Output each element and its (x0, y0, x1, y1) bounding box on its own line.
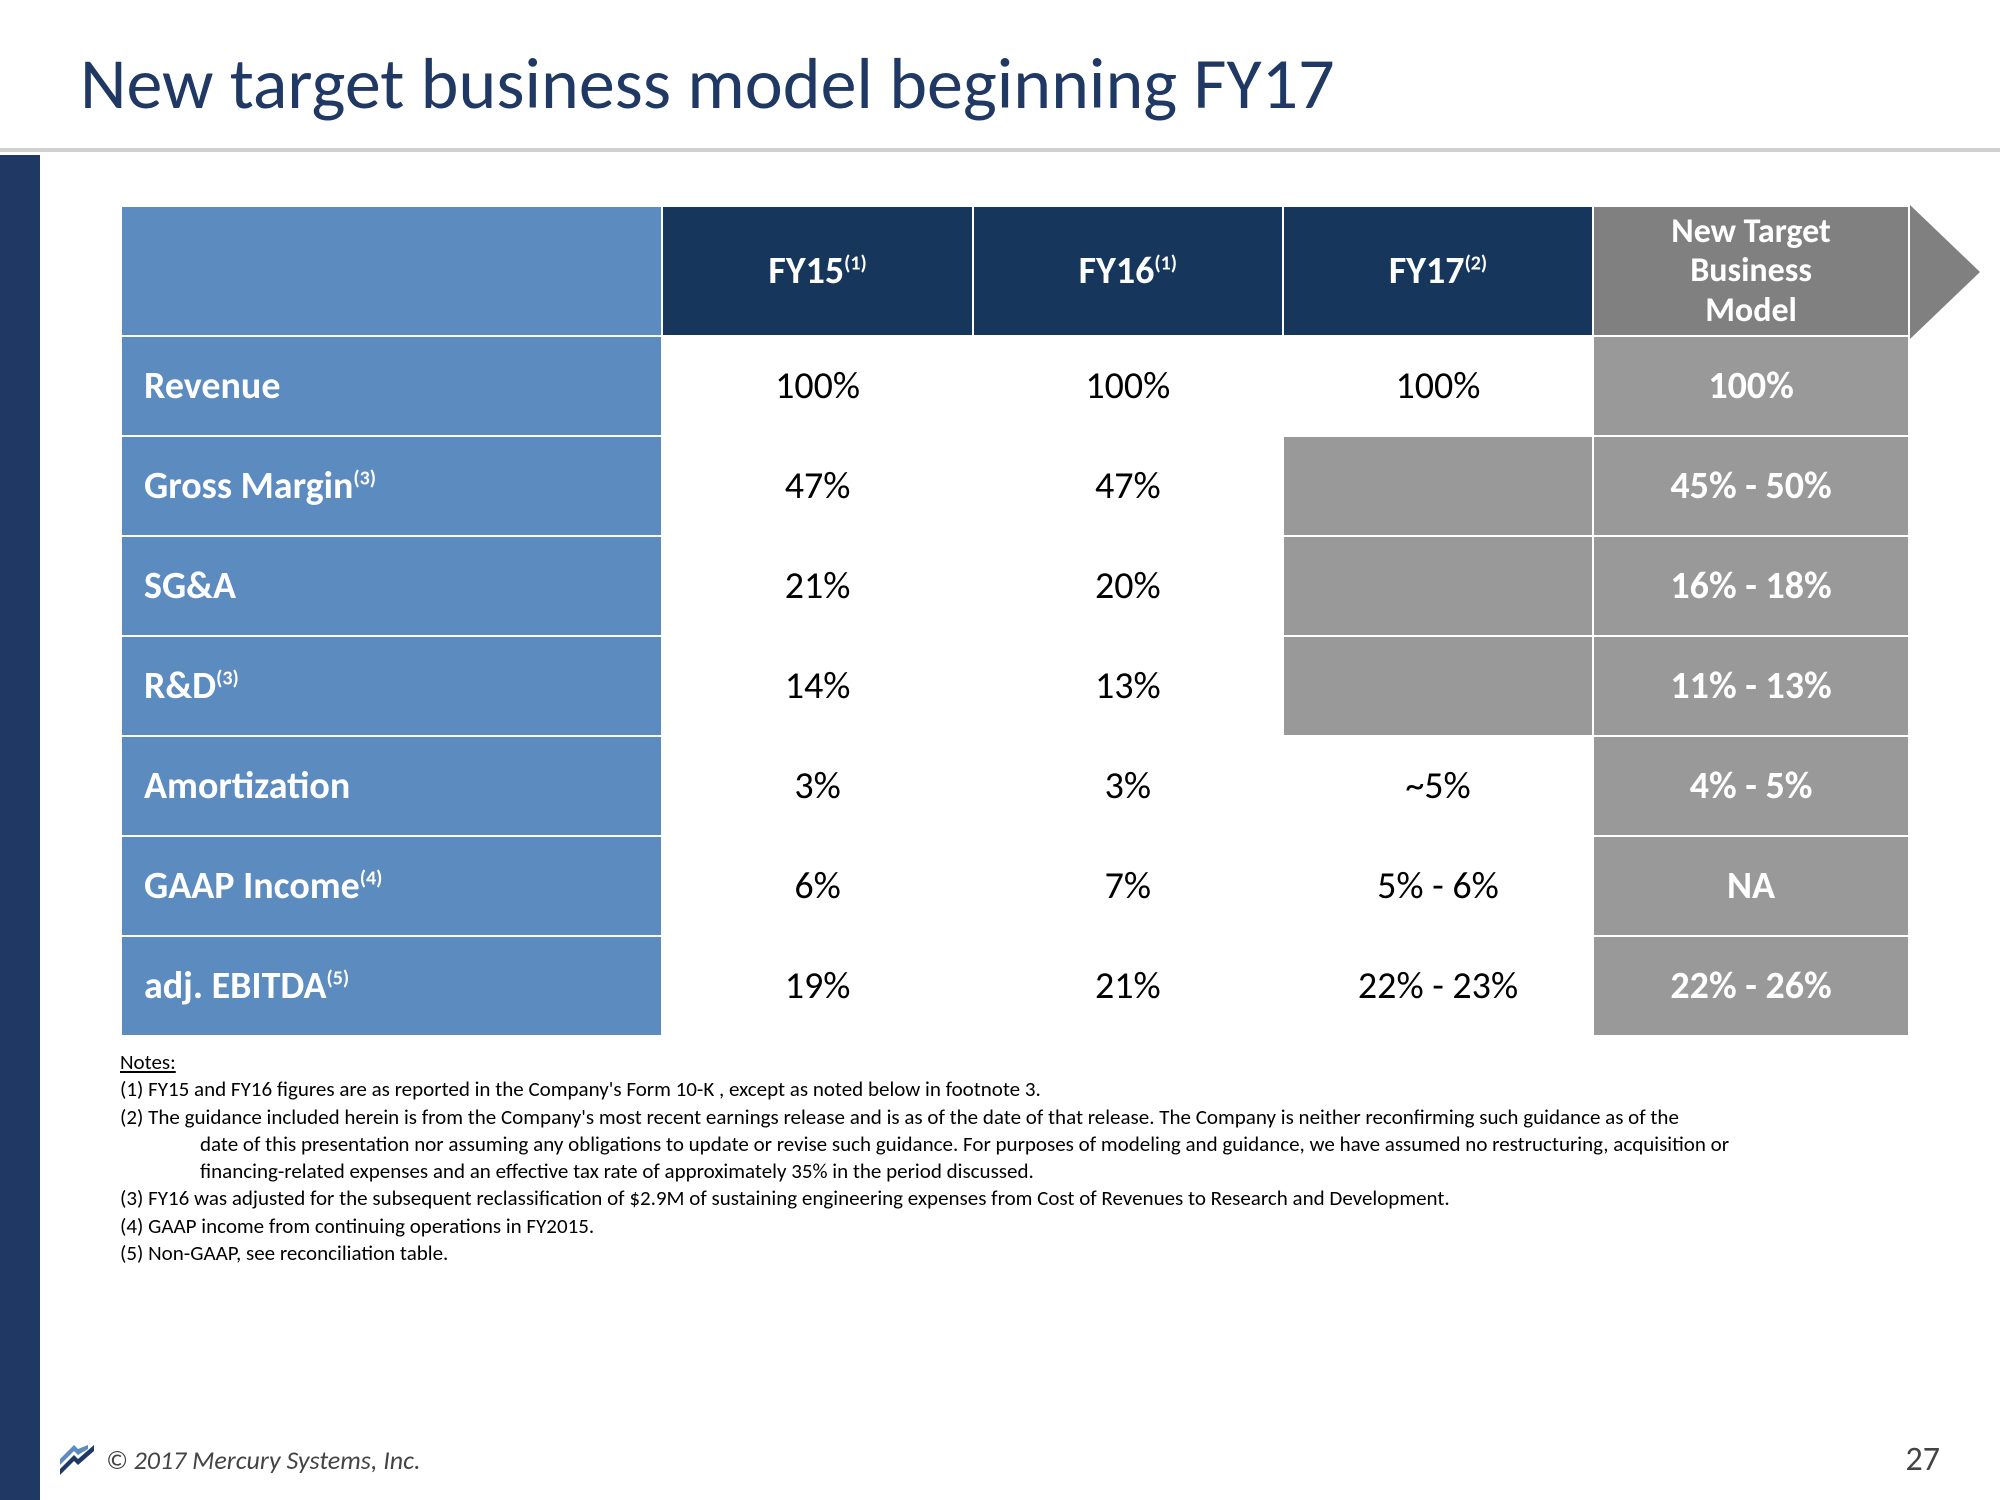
row-label: GAAP Income(4) (121, 836, 662, 936)
cell-fy16: 20% (973, 536, 1283, 636)
cell-fy16: 13% (973, 636, 1283, 736)
cell-fy16: 3% (973, 736, 1283, 836)
note-line: financing-related expenses and an effect… (120, 1158, 1910, 1185)
note-line: (3) FY16 was adjusted for the subsequent… (120, 1185, 1910, 1212)
row-label: Amortization (121, 736, 662, 836)
cell-fy15: 6% (662, 836, 972, 936)
header-fy16: FY16(1) (973, 206, 1283, 336)
note-line: (2) The guidance included herein is from… (120, 1104, 1910, 1131)
row-label: R&D(3) (121, 636, 662, 736)
copyright-text: © 2017 Mercury Systems, Inc. (106, 1444, 421, 1476)
header-fy15: FY15(1) (662, 206, 972, 336)
note-line: date of this presentation nor assuming a… (120, 1131, 1910, 1158)
cell-fy15: 21% (662, 536, 972, 636)
cell-fy17 (1283, 436, 1593, 536)
note-line: (5) Non-GAAP, see reconciliation table. (120, 1240, 1910, 1267)
title-wrap: New target business model beginning FY17 (0, 0, 2000, 152)
table-row: Gross Margin(3) 47% 47% 45% - 50% (121, 436, 1909, 536)
cell-fy17: ~5% (1283, 736, 1593, 836)
row-label: SG&A (121, 536, 662, 636)
cell-fy16: 47% (973, 436, 1283, 536)
row-label: Gross Margin(3) (121, 436, 662, 536)
table-row: R&D(3) 14% 13% 11% - 13% (121, 636, 1909, 736)
content-area: FY15(1) FY16(1) FY17(2) New TargetBusine… (120, 205, 1910, 1267)
cell-target: 22% - 26% (1593, 936, 1909, 1036)
note-line: (1) FY15 and FY16 figures are as reporte… (120, 1076, 1910, 1103)
company-logo-icon (60, 1445, 94, 1475)
footer-left: © 2017 Mercury Systems, Inc. (60, 1444, 421, 1476)
arrow-right-icon (1910, 205, 1980, 339)
cell-fy16: 21% (973, 936, 1283, 1036)
cell-fy15: 47% (662, 436, 972, 536)
header-blank (121, 206, 662, 336)
header-fy17: FY17(2) (1283, 206, 1593, 336)
cell-fy17: 5% - 6% (1283, 836, 1593, 936)
header-target-text: New TargetBusinessModel (1671, 211, 1831, 330)
note-line: (4) GAAP income from continuing operatio… (120, 1213, 1910, 1240)
cell-fy16: 100% (973, 336, 1283, 436)
page-number: 27 (1906, 1439, 1940, 1480)
cell-fy17: 100% (1283, 336, 1593, 436)
cell-target: 45% - 50% (1593, 436, 1909, 536)
cell-target: 16% - 18% (1593, 536, 1909, 636)
cell-target: 100% (1593, 336, 1909, 436)
business-model-table: FY15(1) FY16(1) FY17(2) New TargetBusine… (120, 205, 1910, 1037)
cell-fy15: 100% (662, 336, 972, 436)
header-target: New TargetBusinessModel (1593, 206, 1909, 336)
table-header-row: FY15(1) FY16(1) FY17(2) New TargetBusine… (121, 206, 1909, 336)
table-row: SG&A 21% 20% 16% - 18% (121, 536, 1909, 636)
slide: New target business model beginning FY17… (0, 0, 2000, 1500)
cell-target: 4% - 5% (1593, 736, 1909, 836)
cell-fy15: 19% (662, 936, 972, 1036)
cell-fy17 (1283, 536, 1593, 636)
table-row: Revenue 100% 100% 100% 100% (121, 336, 1909, 436)
row-label: Revenue (121, 336, 662, 436)
cell-fy15: 3% (662, 736, 972, 836)
table-wrap: FY15(1) FY16(1) FY17(2) New TargetBusine… (120, 205, 1910, 1037)
cell-fy15: 14% (662, 636, 972, 736)
left-accent-bar (0, 155, 40, 1500)
page-title: New target business model beginning FY17 (80, 40, 1920, 128)
footer: © 2017 Mercury Systems, Inc. 27 (60, 1439, 1940, 1480)
cell-fy17 (1283, 636, 1593, 736)
footnotes: Notes: (1) FY15 and FY16 figures are as … (120, 1049, 1910, 1267)
row-label: adj. EBITDA(5) (121, 936, 662, 1036)
table-row: Amortization 3% 3% ~5% 4% - 5% (121, 736, 1909, 836)
notes-title: Notes: (120, 1049, 176, 1075)
cell-target: 11% - 13% (1593, 636, 1909, 736)
cell-fy16: 7% (973, 836, 1283, 936)
table-row: GAAP Income(4) 6% 7% 5% - 6% NA (121, 836, 1909, 936)
cell-fy17: 22% - 23% (1283, 936, 1593, 1036)
table-body: Revenue 100% 100% 100% 100% Gross Margin… (121, 336, 1909, 1036)
cell-target: NA (1593, 836, 1909, 936)
table-row: adj. EBITDA(5) 19% 21% 22% - 23% 22% - 2… (121, 936, 1909, 1036)
